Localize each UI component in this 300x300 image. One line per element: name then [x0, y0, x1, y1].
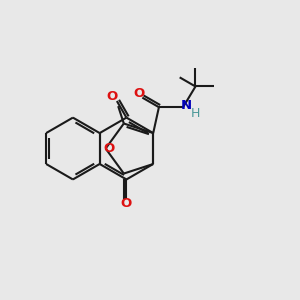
Text: O: O	[134, 87, 145, 100]
Text: O: O	[103, 142, 115, 155]
Text: O: O	[121, 197, 132, 210]
Text: N: N	[181, 99, 192, 112]
Text: O: O	[106, 90, 117, 103]
Text: H: H	[191, 107, 200, 120]
